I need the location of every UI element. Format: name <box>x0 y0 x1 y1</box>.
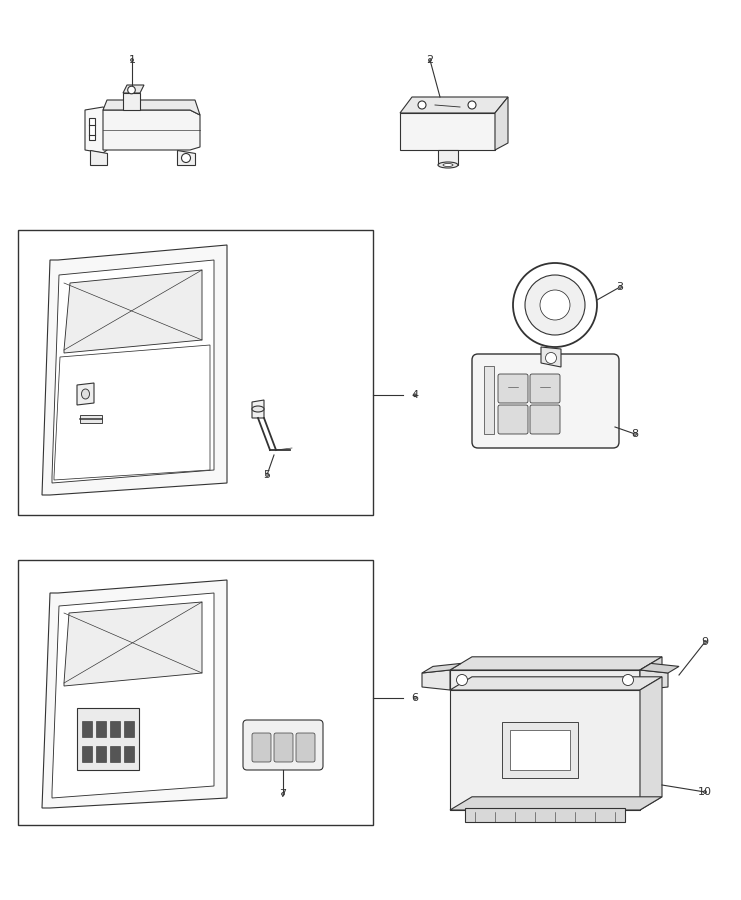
Bar <box>82 746 92 762</box>
Circle shape <box>182 154 190 163</box>
Circle shape <box>545 353 556 364</box>
FancyBboxPatch shape <box>530 405 560 434</box>
Bar <box>96 721 106 737</box>
Polygon shape <box>52 260 214 483</box>
Bar <box>124 746 134 762</box>
Circle shape <box>540 290 570 320</box>
Circle shape <box>266 473 268 476</box>
Polygon shape <box>123 93 140 110</box>
Bar <box>110 746 120 762</box>
Polygon shape <box>400 97 508 113</box>
Polygon shape <box>42 245 227 495</box>
Circle shape <box>634 433 637 436</box>
Circle shape <box>704 641 706 644</box>
Bar <box>96 746 106 762</box>
Polygon shape <box>52 593 214 798</box>
Circle shape <box>413 697 416 699</box>
Polygon shape <box>77 383 94 405</box>
Polygon shape <box>640 677 662 810</box>
Ellipse shape <box>443 164 453 166</box>
Bar <box>502 722 578 778</box>
Text: 8: 8 <box>631 429 639 439</box>
FancyBboxPatch shape <box>530 374 560 403</box>
FancyBboxPatch shape <box>243 720 323 770</box>
Bar <box>77 708 139 770</box>
Circle shape <box>418 101 426 109</box>
Polygon shape <box>103 110 200 150</box>
Text: 5: 5 <box>264 470 270 480</box>
Ellipse shape <box>252 406 264 412</box>
FancyBboxPatch shape <box>498 374 528 403</box>
Circle shape <box>130 58 133 61</box>
Polygon shape <box>422 670 450 690</box>
Polygon shape <box>541 347 561 367</box>
Circle shape <box>429 58 431 61</box>
Polygon shape <box>54 345 210 480</box>
Polygon shape <box>438 150 458 165</box>
Polygon shape <box>450 657 662 670</box>
Bar <box>18 560 373 825</box>
Ellipse shape <box>82 389 90 399</box>
Polygon shape <box>640 657 662 690</box>
Text: 3: 3 <box>617 282 623 292</box>
Polygon shape <box>495 97 508 150</box>
Polygon shape <box>64 270 202 353</box>
Bar <box>89 118 95 140</box>
Circle shape <box>622 674 634 686</box>
Polygon shape <box>450 670 640 690</box>
FancyBboxPatch shape <box>296 733 315 762</box>
Circle shape <box>468 101 476 109</box>
Text: 4: 4 <box>411 391 419 401</box>
Bar <box>510 730 570 770</box>
Bar <box>484 366 494 434</box>
Circle shape <box>619 285 621 288</box>
Polygon shape <box>450 796 662 810</box>
Polygon shape <box>422 663 461 673</box>
Text: 2: 2 <box>426 55 433 65</box>
Bar <box>110 721 120 737</box>
Bar <box>82 721 92 737</box>
FancyBboxPatch shape <box>498 405 528 434</box>
Circle shape <box>704 791 706 793</box>
Ellipse shape <box>438 162 458 168</box>
Polygon shape <box>640 663 679 673</box>
Polygon shape <box>177 150 195 165</box>
Bar <box>80 415 102 423</box>
Bar <box>124 721 134 737</box>
Circle shape <box>282 793 285 796</box>
Circle shape <box>456 674 468 686</box>
Circle shape <box>127 86 136 94</box>
Text: 7: 7 <box>279 789 287 799</box>
Polygon shape <box>42 580 227 808</box>
Polygon shape <box>64 602 202 686</box>
Text: 1: 1 <box>128 55 136 65</box>
Circle shape <box>413 394 416 397</box>
Polygon shape <box>450 690 640 810</box>
Polygon shape <box>400 113 495 150</box>
Polygon shape <box>103 100 200 115</box>
Polygon shape <box>640 670 668 690</box>
Bar <box>18 230 373 515</box>
Polygon shape <box>123 85 144 93</box>
Polygon shape <box>252 400 264 418</box>
Circle shape <box>525 275 585 335</box>
FancyBboxPatch shape <box>252 733 271 762</box>
FancyBboxPatch shape <box>472 354 619 448</box>
Bar <box>465 808 625 822</box>
Polygon shape <box>450 677 662 690</box>
FancyBboxPatch shape <box>274 733 293 762</box>
Polygon shape <box>90 150 107 165</box>
Text: 6: 6 <box>411 693 419 703</box>
Text: 9: 9 <box>702 637 708 647</box>
Polygon shape <box>85 107 107 153</box>
Text: 10: 10 <box>698 787 712 797</box>
Circle shape <box>513 263 597 347</box>
